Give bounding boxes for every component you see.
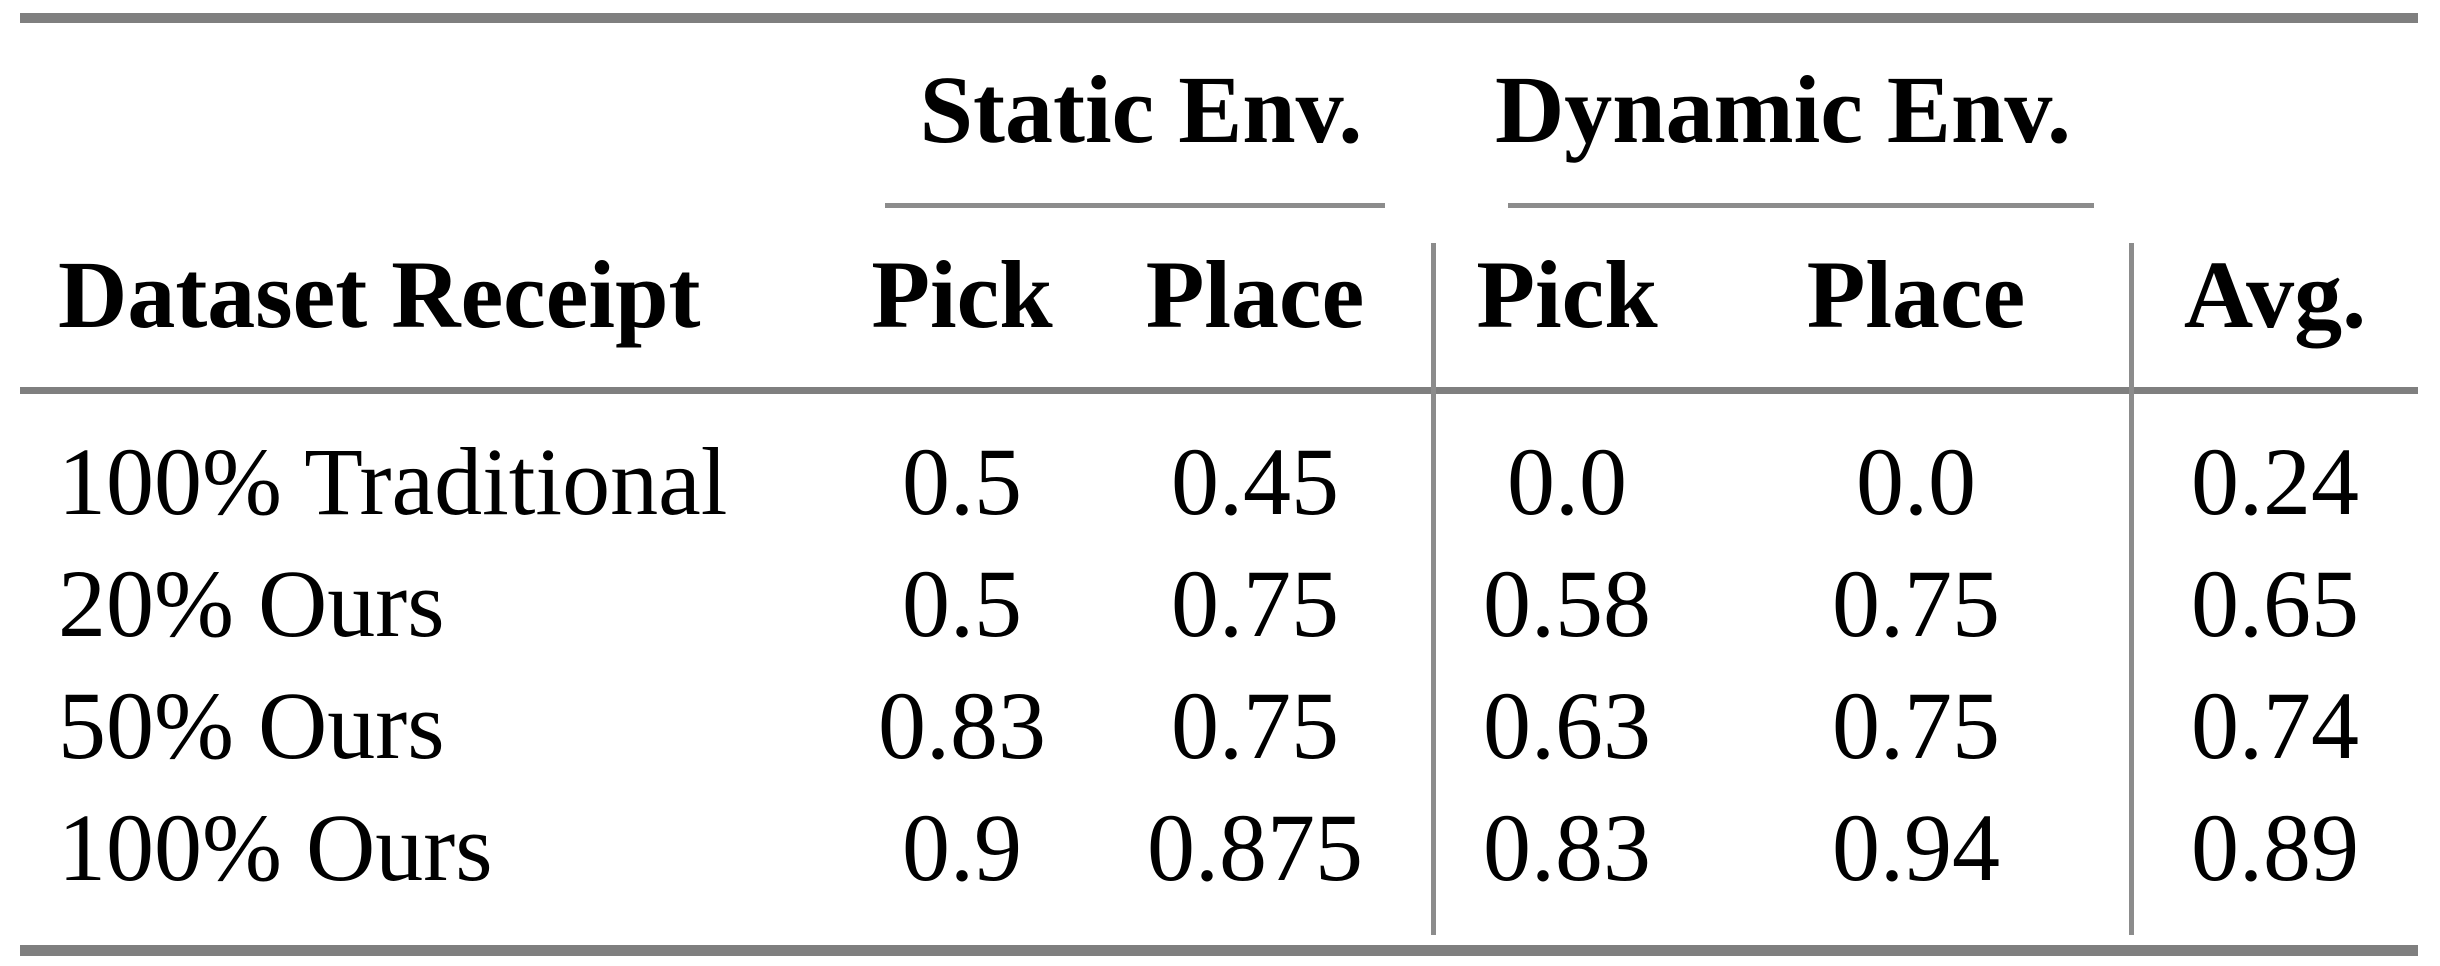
cell-dynamic-place: 0.94	[1832, 794, 2000, 901]
static-env-underline	[885, 203, 1385, 208]
table-top-rule	[20, 13, 2418, 23]
table-row: 50% Ours 0.83 0.75 0.63 0.75 0.74	[20, 665, 2418, 787]
cell-static-pick: 0.5	[902, 550, 1022, 657]
cell-avg: 0.24	[2191, 428, 2359, 535]
cell-dynamic-place: 0.75	[1832, 550, 2000, 657]
cell-dynamic-place: 0.0	[1856, 428, 1976, 535]
cell-avg: 0.89	[2191, 794, 2359, 901]
dynamic-env-underline	[1508, 203, 2094, 208]
table-row: 20% Ours 0.5 0.75 0.58 0.75 0.65	[20, 543, 2418, 665]
row-label: 50% Ours	[58, 672, 445, 779]
cell-static-place: 0.75	[1171, 672, 1339, 779]
table-row: 100% Traditional 0.5 0.45 0.0 0.0 0.24	[20, 421, 2418, 543]
cell-dynamic-pick: 0.0	[1507, 428, 1627, 535]
cell-dynamic-place: 0.75	[1832, 672, 2000, 779]
col-header-dynamic-pick: Pick	[1476, 241, 1658, 348]
spacer-cell	[20, 40, 848, 180]
row-label: 100% Ours	[58, 794, 493, 901]
column-group-header-row: Static Env. Dynamic Env.	[20, 40, 2418, 180]
cell-static-place: 0.75	[1171, 550, 1339, 657]
cell-dynamic-pick: 0.83	[1483, 794, 1651, 901]
table-header-rule	[20, 387, 2418, 394]
cell-avg: 0.74	[2191, 672, 2359, 779]
column-header-row: Dataset Receipt Pick Place Pick Place Av…	[20, 230, 2418, 360]
cell-static-pick: 0.5	[902, 428, 1022, 535]
cell-avg: 0.65	[2191, 550, 2359, 657]
col-header-static-pick: Pick	[871, 241, 1053, 348]
divider-dynamic-avg	[2129, 243, 2134, 935]
col-group-dynamic-env: Dynamic Env.	[1494, 56, 2072, 163]
cell-dynamic-pick: 0.58	[1483, 550, 1651, 657]
cell-dynamic-pick: 0.63	[1483, 672, 1651, 779]
cell-static-place: 0.45	[1171, 428, 1339, 535]
col-header-avg: Avg.	[2183, 241, 2367, 348]
cell-static-pick: 0.83	[878, 672, 1046, 779]
cell-static-place: 0.875	[1147, 794, 1363, 901]
cell-static-pick: 0.9	[902, 794, 1022, 901]
row-label: 20% Ours	[58, 550, 445, 657]
divider-static-dynamic	[1431, 243, 1436, 935]
col-group-static-env: Static Env.	[919, 56, 1363, 163]
col-header-dynamic-place: Place	[1806, 241, 2026, 348]
table-bottom-rule	[20, 945, 2418, 956]
col-header-dataset-receipt: Dataset Receipt	[58, 241, 701, 348]
spacer-cell	[2132, 40, 2418, 180]
row-label: 100% Traditional	[58, 428, 728, 535]
table-row: 100% Ours 0.9 0.875 0.83 0.94 0.89	[20, 787, 2418, 909]
col-header-static-place: Place	[1145, 241, 1365, 348]
